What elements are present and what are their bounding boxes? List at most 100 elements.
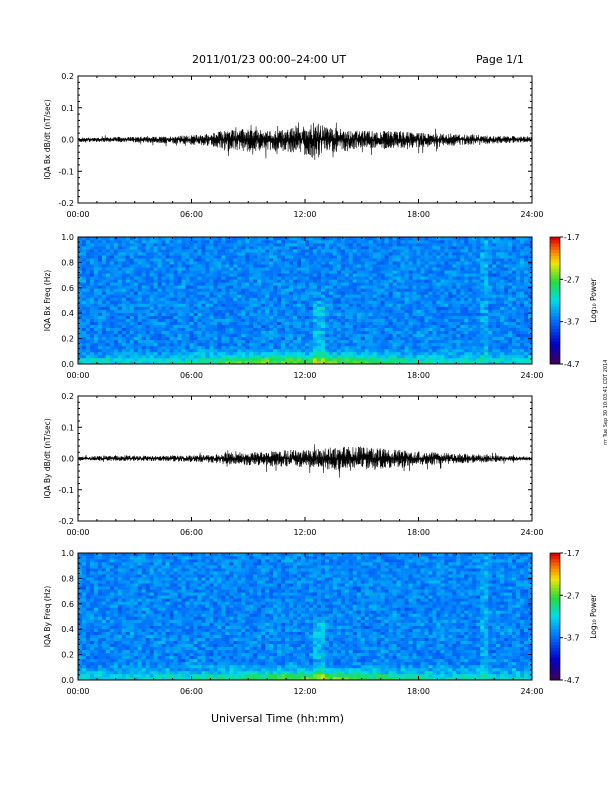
spectrogram-cell	[504, 342, 509, 347]
spectrogram-cell	[177, 294, 182, 298]
spectrogram-cell	[380, 333, 385, 338]
spectrogram-cell	[181, 276, 186, 280]
spectrogram-cell	[105, 294, 111, 298]
spectrogram-cell	[201, 318, 206, 322]
spectrogram-cell	[89, 276, 95, 280]
spectrogram-cell	[129, 294, 135, 298]
spectrogram-cell	[344, 354, 350, 359]
spectrogram-cell	[412, 276, 417, 280]
spectrogram-cell	[265, 357, 270, 362]
spectrogram-cell	[205, 336, 210, 341]
spectrogram-cell	[464, 351, 469, 356]
spectrogram-cell	[412, 309, 417, 313]
spectrogram-cell	[408, 336, 413, 341]
spectrogram-cell	[480, 306, 485, 310]
spectrogram-cell	[524, 318, 529, 322]
spectrogram-cell	[508, 291, 513, 295]
spectrogram-cell	[396, 330, 401, 335]
spectrogram-cell	[249, 243, 254, 247]
spectrogram-cell	[117, 312, 123, 316]
spectrogram-cell	[277, 285, 282, 289]
spectrogram-cell	[512, 357, 517, 362]
spectrogram-cell	[464, 315, 469, 319]
spectrogram-cell	[117, 282, 123, 286]
spectrogram-cell	[305, 297, 310, 301]
spectrogram-cell	[145, 294, 150, 298]
spectrogram-cell	[324, 357, 330, 362]
spectrogram-cell	[145, 270, 150, 274]
spectrogram-cell	[293, 321, 298, 325]
spectrogram-cell	[504, 252, 509, 256]
spectrogram-cell	[125, 270, 131, 274]
spectrogram-cell	[229, 306, 234, 310]
spectrogram-cell	[436, 264, 441, 268]
spectrogram-cell	[261, 246, 266, 250]
spectrogram-cell	[225, 270, 230, 274]
spectrogram-cell	[476, 333, 481, 338]
spectrogram-cell	[205, 270, 210, 274]
spectrogram-cell	[89, 270, 95, 274]
spectrogram-cell	[273, 336, 278, 341]
spectrogram-cell	[396, 354, 401, 359]
spectrogram-cell	[468, 351, 473, 356]
spectrogram-cell	[432, 360, 437, 365]
spectrogram-cell	[324, 348, 330, 353]
spectrogram-cell	[301, 318, 306, 322]
spectrogram-cell	[117, 297, 123, 301]
spectrogram-cell	[412, 336, 417, 341]
spectrogram-cell	[388, 249, 393, 253]
spectrogram-cell	[78, 288, 83, 292]
spectrogram-cell	[149, 258, 154, 262]
spectrogram-cell	[281, 270, 286, 274]
spectrogram-cell	[105, 309, 111, 313]
spectrogram-cell	[368, 282, 373, 286]
spectrogram-cell	[368, 264, 373, 268]
spectrogram-cell	[448, 270, 453, 274]
spectrogram-cell	[93, 243, 99, 247]
waveform-trace	[77, 122, 533, 160]
spectrogram-cell	[496, 318, 501, 322]
spectrogram-cell	[456, 246, 461, 250]
spectrogram-cell	[396, 360, 401, 365]
spectrogram-cell	[512, 243, 517, 247]
spectrogram-cell	[352, 333, 358, 338]
spectrogram-cell	[89, 339, 95, 344]
spectrogram-cell	[173, 261, 178, 265]
spectrogram-cell	[384, 321, 389, 325]
spectrogram-cell	[185, 294, 190, 298]
spectrogram-cell	[356, 270, 362, 274]
spectrogram-cell	[173, 330, 178, 335]
spectrogram-cell	[464, 240, 469, 244]
spectrogram-cell	[504, 291, 509, 295]
spectrogram-cell	[237, 357, 242, 362]
spectrogram-cell	[81, 288, 87, 292]
spectrogram-cell	[392, 303, 397, 307]
spectrogram-cell	[360, 342, 366, 347]
spectrogram-cell	[520, 273, 525, 277]
spectrogram-cell	[504, 360, 509, 365]
spectrogram-cell	[201, 288, 206, 292]
spectrogram-cell	[269, 246, 274, 250]
spectrogram-cell	[380, 249, 385, 253]
spectrogram-cell	[500, 267, 505, 271]
spectrogram-cell	[512, 252, 517, 256]
spectrogram-cell	[113, 273, 119, 277]
spectrogram-cell	[468, 237, 473, 241]
spectrogram-cell	[181, 279, 186, 283]
spectrogram-cell	[229, 327, 234, 332]
spectrogram-cell	[360, 291, 366, 295]
spectrogram-cell	[85, 258, 91, 262]
spectrogram-cell	[516, 297, 521, 301]
spectrogram-cell	[153, 345, 158, 350]
spectrogram-cell	[197, 312, 202, 316]
spectrogram-cell	[109, 318, 115, 322]
spectrogram-cell	[516, 267, 521, 271]
spectrogram-cell	[428, 354, 433, 359]
spectrogram-cell	[524, 330, 529, 335]
spectrogram-cell	[344, 348, 350, 353]
spectrogram-cell	[177, 258, 182, 262]
spectrogram-cell	[440, 333, 445, 338]
spectrogram-cell	[496, 306, 501, 310]
spectrogram-cell	[285, 360, 290, 365]
colorbar-swatch	[550, 246, 560, 251]
